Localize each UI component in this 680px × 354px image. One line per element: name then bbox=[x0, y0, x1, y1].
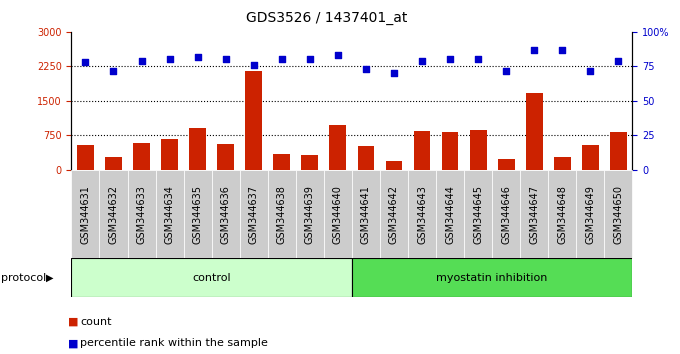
Text: GSM344645: GSM344645 bbox=[473, 185, 483, 244]
Text: GSM344640: GSM344640 bbox=[333, 185, 343, 244]
Point bbox=[220, 57, 231, 62]
Bar bbox=[498, 159, 515, 170]
Text: GSM344638: GSM344638 bbox=[277, 185, 287, 244]
Bar bbox=[239, 170, 268, 258]
Bar bbox=[380, 170, 408, 258]
Bar bbox=[464, 170, 492, 258]
Bar bbox=[77, 144, 94, 170]
Point bbox=[276, 57, 287, 62]
Point bbox=[108, 68, 119, 73]
Bar bbox=[245, 71, 262, 170]
Point bbox=[192, 54, 203, 59]
Point bbox=[473, 57, 483, 62]
Bar bbox=[71, 258, 352, 297]
Text: GSM344637: GSM344637 bbox=[249, 185, 258, 244]
Point bbox=[557, 47, 568, 53]
Bar bbox=[133, 143, 150, 170]
Bar bbox=[296, 170, 324, 258]
Bar bbox=[184, 170, 211, 258]
Bar bbox=[548, 170, 576, 258]
Bar bbox=[71, 170, 99, 258]
Bar bbox=[324, 170, 352, 258]
Bar bbox=[492, 170, 520, 258]
Point bbox=[388, 70, 399, 76]
Bar bbox=[442, 132, 458, 170]
Bar bbox=[576, 170, 605, 258]
Bar bbox=[526, 93, 543, 170]
Text: GSM344635: GSM344635 bbox=[192, 185, 203, 244]
Bar bbox=[301, 155, 318, 170]
Bar bbox=[436, 170, 464, 258]
Text: GSM344648: GSM344648 bbox=[558, 185, 567, 244]
Bar bbox=[352, 170, 380, 258]
Point bbox=[248, 62, 259, 68]
Point bbox=[529, 47, 540, 53]
Text: GSM344642: GSM344642 bbox=[389, 185, 399, 244]
Text: GSM344634: GSM344634 bbox=[165, 185, 175, 244]
Bar bbox=[408, 170, 436, 258]
Point bbox=[333, 52, 343, 58]
Bar bbox=[99, 170, 128, 258]
Point bbox=[585, 68, 596, 73]
Bar bbox=[605, 170, 632, 258]
Text: GSM344633: GSM344633 bbox=[137, 185, 146, 244]
Text: GSM344647: GSM344647 bbox=[529, 185, 539, 244]
Text: control: control bbox=[192, 273, 231, 283]
Text: GSM344632: GSM344632 bbox=[109, 185, 118, 244]
Bar bbox=[161, 139, 178, 170]
Point bbox=[360, 66, 371, 72]
Bar bbox=[582, 145, 598, 170]
Point bbox=[136, 58, 147, 64]
Bar bbox=[386, 161, 403, 170]
Text: GSM344641: GSM344641 bbox=[361, 185, 371, 244]
Text: GSM344636: GSM344636 bbox=[221, 185, 231, 244]
Text: GSM344631: GSM344631 bbox=[80, 185, 90, 244]
Bar bbox=[273, 154, 290, 170]
Bar bbox=[268, 170, 296, 258]
Text: GSM344639: GSM344639 bbox=[305, 185, 315, 244]
Bar bbox=[610, 132, 627, 170]
Text: myostatin inhibition: myostatin inhibition bbox=[437, 273, 548, 283]
Bar bbox=[520, 170, 548, 258]
Bar bbox=[329, 125, 346, 170]
Bar bbox=[413, 131, 430, 170]
Point bbox=[500, 68, 511, 73]
Point bbox=[80, 59, 91, 65]
Text: GSM344643: GSM344643 bbox=[417, 185, 427, 244]
Bar bbox=[211, 170, 240, 258]
Bar bbox=[189, 127, 206, 170]
Text: GSM344649: GSM344649 bbox=[585, 185, 595, 244]
Text: GSM344650: GSM344650 bbox=[613, 185, 624, 244]
Bar bbox=[128, 170, 156, 258]
Point bbox=[417, 58, 428, 64]
Bar bbox=[554, 157, 571, 170]
Point bbox=[445, 57, 456, 62]
Text: GSM344644: GSM344644 bbox=[445, 185, 455, 244]
Bar bbox=[358, 146, 374, 170]
Bar bbox=[156, 170, 184, 258]
Bar bbox=[218, 144, 234, 170]
Bar bbox=[105, 157, 122, 170]
Text: count: count bbox=[80, 317, 112, 327]
Text: ■: ■ bbox=[68, 317, 79, 327]
Text: percentile rank within the sample: percentile rank within the sample bbox=[80, 338, 268, 348]
Point bbox=[164, 57, 175, 62]
Bar bbox=[352, 258, 632, 297]
Text: protocol: protocol bbox=[1, 273, 46, 283]
Text: GSM344646: GSM344646 bbox=[501, 185, 511, 244]
Text: GDS3526 / 1437401_at: GDS3526 / 1437401_at bbox=[245, 11, 407, 25]
Bar bbox=[470, 130, 486, 170]
Text: ▶: ▶ bbox=[46, 273, 54, 283]
Point bbox=[305, 57, 316, 62]
Text: ■: ■ bbox=[68, 338, 79, 348]
Point bbox=[613, 58, 624, 64]
